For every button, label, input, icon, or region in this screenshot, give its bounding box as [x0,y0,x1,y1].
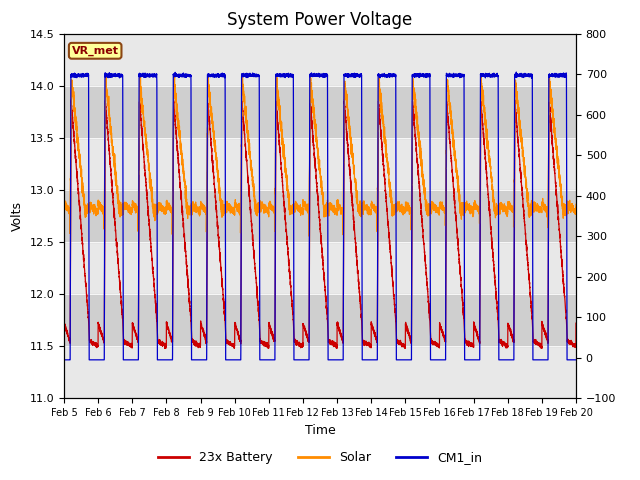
Title: System Power Voltage: System Power Voltage [227,11,413,29]
Solar [170,108,177,114]
Solar [570,206,578,212]
Text: VR_met: VR_met [72,46,118,56]
23x Battery [67,97,75,103]
Legend: 23x Battery, Solar, CM1_in: 23x Battery, Solar, CM1_in [153,446,487,469]
CM1_in [572,357,580,363]
23x Battery [161,346,168,351]
Solar [572,202,580,207]
23x Battery [170,100,177,106]
CM1_in [252,72,259,78]
23x Battery [570,341,578,347]
X-axis label: Time: Time [305,424,335,437]
23x Battery [463,341,471,347]
Solar [305,233,312,239]
CM1_in [390,73,398,79]
Bar [64,190,576,242]
Solar [136,72,144,78]
Solar [164,204,172,209]
Solar [390,206,398,212]
CM1_in [513,69,520,75]
Line: Solar: Solar [64,75,576,236]
23x Battery [60,319,68,324]
Line: CM1_in: CM1_in [64,72,576,360]
23x Battery [164,325,172,331]
Line: 23x Battery: 23x Battery [64,100,576,348]
Y-axis label: Volts: Volts [11,201,24,231]
Solar [252,204,260,209]
Bar [64,294,576,346]
Solar [463,206,471,212]
CM1_in [60,357,68,363]
CM1_in [164,357,172,363]
Solar [60,202,68,207]
CM1_in [463,357,471,363]
23x Battery [252,275,260,280]
Bar [64,86,576,138]
CM1_in [570,357,578,363]
23x Battery [572,320,580,326]
CM1_in [170,71,177,77]
23x Battery [390,302,398,308]
